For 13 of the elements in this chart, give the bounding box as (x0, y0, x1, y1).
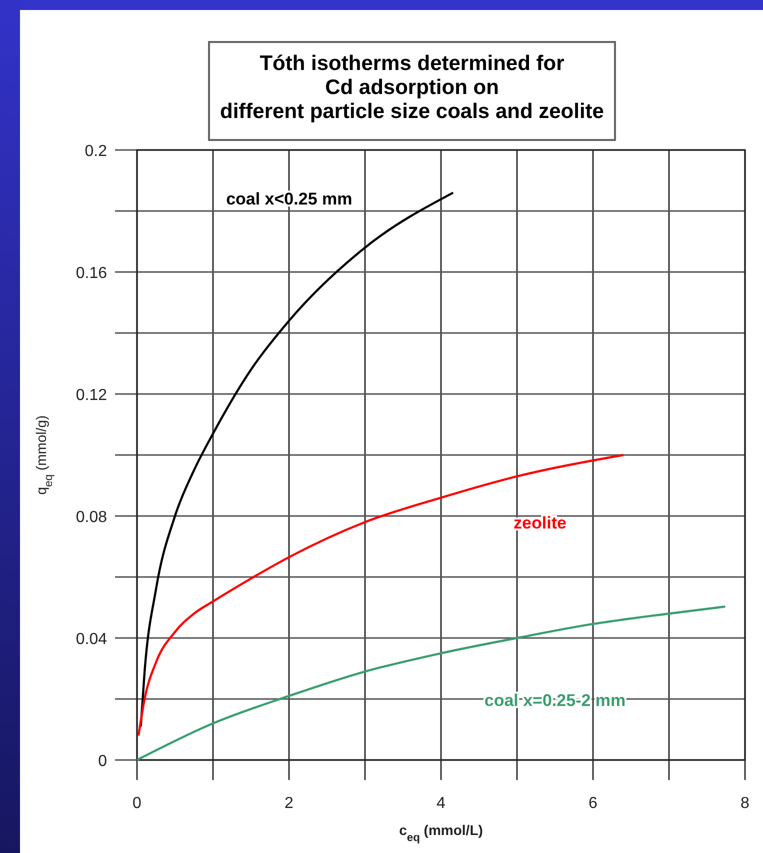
y-tick-label: 0.08 (76, 509, 108, 526)
y-tick-label: 0.16 (76, 265, 108, 282)
y-tick-label: 0.12 (76, 387, 108, 404)
x-tick-label: 0 (132, 795, 142, 812)
chart-title: Tóth isotherms determined for Cd adsorption on different particle size coals and zeolite (220, 52, 604, 123)
y-tick-label: 0.2 (84, 143, 108, 160)
y-tick-label: 0.04 (76, 631, 108, 648)
x-tick-label: 8 (740, 795, 750, 812)
x-tick-label: 6 (588, 795, 598, 812)
x-tick-label: 4 (436, 795, 446, 812)
x-tick-label: 2 (284, 795, 294, 812)
x-axis-title: c$_{eq}$ (mmol/L) (399, 822, 483, 844)
y-tick-label: 0 (98, 753, 108, 770)
